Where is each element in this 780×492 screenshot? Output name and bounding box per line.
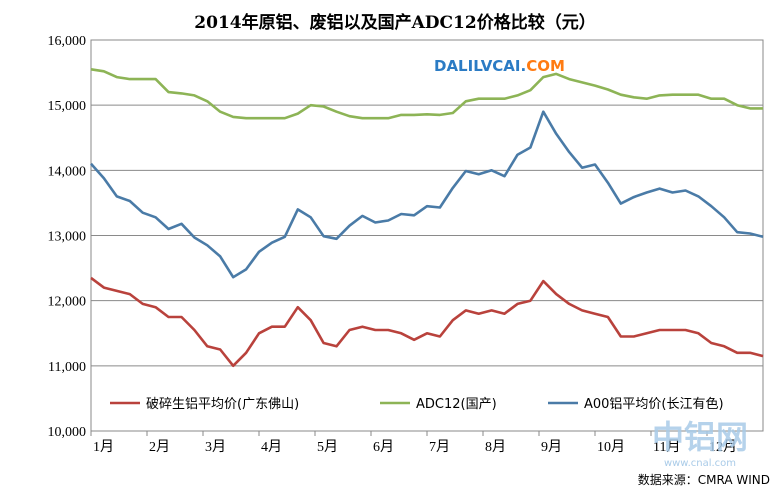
- y-tick-label: 15,000: [48, 99, 87, 114]
- x-axis: 1月 2月 3月 4月 5月 6月 7月 8月 9月 10月 11月 12月: [90, 431, 737, 455]
- y-tick-label: 10,000: [48, 425, 87, 440]
- svg-text:DALILVCAI.COM: DALILVCAI.COM: [434, 57, 565, 75]
- series-line: [90, 68, 763, 120]
- y-tick-label: 16,000: [48, 34, 87, 49]
- watermark-logo-text: 中铝网: [652, 418, 748, 456]
- y-tick-label: 12,000: [48, 295, 87, 310]
- legend-label: 破碎生铝平均价(广东佛山): [146, 397, 299, 412]
- legend-label: A00铝平均价(长江有色): [584, 396, 724, 412]
- legend: 破碎生铝平均价(广东佛山) ADC12(国产) A00铝平均价(长江有色): [110, 396, 724, 412]
- watermark-logo-url: www.cnal.com: [664, 458, 736, 469]
- y-tick-label: 11,000: [48, 360, 86, 375]
- x-tick-label: 4月: [261, 439, 282, 455]
- y-tick-label: 13,000: [48, 230, 87, 245]
- x-tick-label: 6月: [373, 439, 394, 455]
- source-label: 数据来源：CMRA WIND: [638, 472, 770, 487]
- legend-label: ADC12(国产): [416, 397, 497, 412]
- series-line: [90, 110, 764, 279]
- x-tick-label: 8月: [485, 439, 506, 455]
- x-tick-label: 10月: [597, 439, 625, 455]
- series-lines: [90, 68, 764, 368]
- x-tick-label: 5月: [317, 439, 338, 455]
- watermark-site-part2: COM: [526, 57, 565, 75]
- watermark-site-part1: DALILVCAI.: [434, 57, 526, 75]
- y-tick-label: 14,000: [48, 164, 87, 179]
- y-axis: 10,000 11,000 12,000 13,000 14,000 15,000 16,0…: [48, 34, 87, 440]
- x-tick-label: 11月: [653, 439, 680, 455]
- x-tick-label: 7月: [429, 439, 450, 455]
- watermark-logo: 中铝网 www.cnal.com: [652, 418, 748, 469]
- x-tick-label: 3月: [205, 439, 226, 455]
- x-tick-label: 2月: [149, 439, 170, 455]
- x-tick-label: 12月: [709, 439, 737, 455]
- chart-title: 2014年原铝、废铝以及国产ADC12价格比较（元）: [194, 12, 595, 33]
- series-line: [90, 276, 764, 368]
- x-tick-label: 9月: [541, 439, 562, 455]
- legend-box: [100, 384, 760, 420]
- x-tick-label: 1月: [93, 439, 114, 455]
- watermark-site: DALILVCAI.COM: [434, 57, 565, 75]
